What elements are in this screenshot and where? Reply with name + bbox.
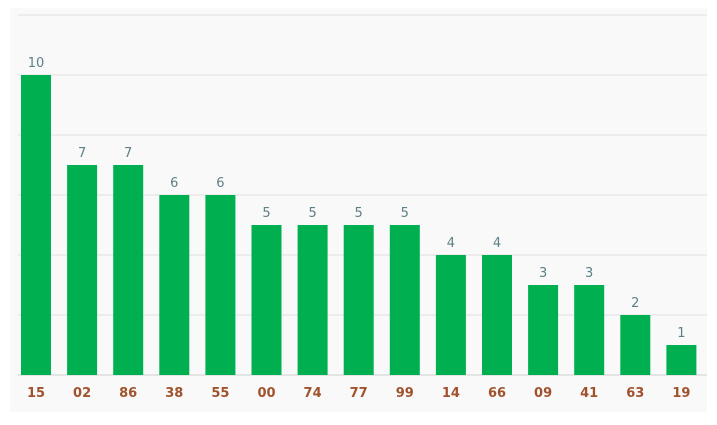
value-label-14: 4 [447, 236, 455, 251]
value-label-41: 3 [585, 266, 593, 281]
category-label-86: 86 [119, 386, 137, 401]
category-label-09: 09 [534, 386, 552, 401]
bar-38[interactable] [159, 195, 190, 375]
value-label-63: 2 [631, 296, 639, 311]
category-label-19: 19 [672, 386, 690, 401]
value-labels: 10 7 7 6 6 5 5 5 5 4 4 3 3 2 1 [28, 56, 686, 341]
bar-00[interactable] [251, 225, 282, 375]
value-label-15: 10 [28, 56, 45, 71]
bar-02[interactable] [67, 165, 98, 375]
bar-77[interactable] [343, 225, 374, 375]
value-label-74: 5 [308, 206, 316, 221]
value-label-02: 7 [78, 146, 86, 161]
category-label-66: 66 [488, 386, 506, 401]
bars [21, 75, 697, 375]
value-label-86: 7 [124, 146, 132, 161]
value-label-55: 6 [216, 176, 224, 191]
value-label-66: 4 [493, 236, 501, 251]
value-label-99: 5 [401, 206, 409, 221]
value-label-09: 3 [539, 266, 547, 281]
value-label-77: 5 [355, 206, 363, 221]
bar-74[interactable] [297, 225, 328, 375]
bar-41[interactable] [574, 285, 605, 375]
category-label-41: 41 [580, 386, 598, 401]
bar-99[interactable] [389, 225, 420, 375]
category-label-77: 77 [350, 386, 368, 401]
category-label-55: 55 [211, 386, 229, 401]
bar-15[interactable] [21, 75, 51, 375]
bar-66[interactable] [482, 255, 512, 375]
value-label-19: 1 [677, 326, 685, 341]
bar-86[interactable] [113, 165, 144, 375]
bar-55[interactable] [205, 195, 236, 375]
category-label-15: 15 [27, 386, 45, 401]
value-label-00: 5 [262, 206, 270, 221]
category-label-74: 74 [304, 386, 322, 401]
bar-63[interactable] [620, 315, 651, 375]
category-label-38: 38 [165, 386, 183, 401]
category-label-02: 02 [73, 386, 91, 401]
category-labels: 15 02 86 38 55 00 74 77 99 14 66 09 41 63 19 [27, 386, 690, 401]
category-label-63: 63 [626, 386, 644, 401]
bar-09[interactable] [528, 285, 559, 375]
category-label-99: 99 [396, 386, 414, 401]
bar-14[interactable] [435, 255, 466, 375]
bar-19[interactable] [666, 345, 697, 375]
category-label-14: 14 [442, 386, 460, 401]
value-label-38: 6 [170, 176, 178, 191]
category-label-00: 00 [257, 386, 275, 401]
